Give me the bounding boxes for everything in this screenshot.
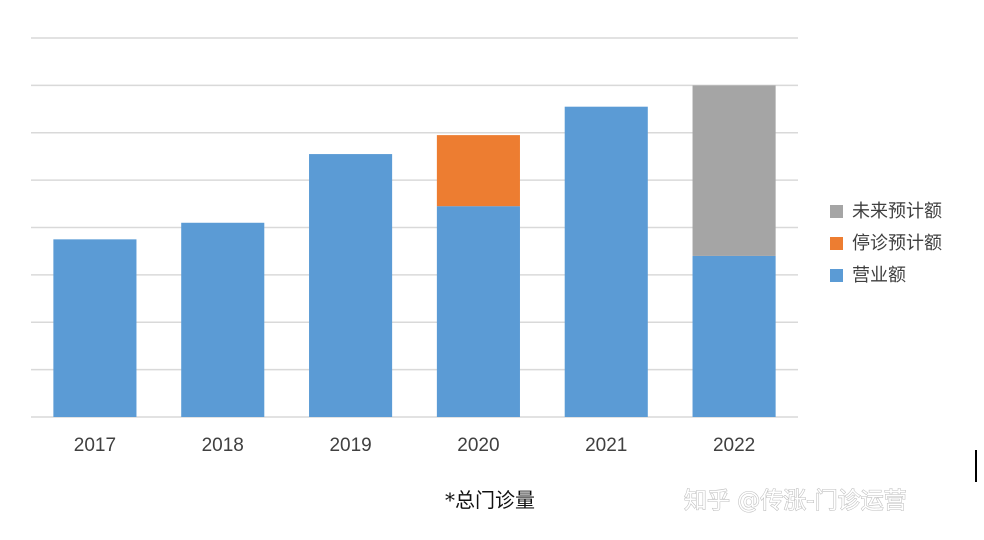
legend-label: 营业额 [852,265,906,286]
legend-swatch [830,269,843,282]
bars [53,85,776,417]
legend-label: 停诊预计额 [852,233,942,254]
bar-2022-未来预计额 [692,85,776,256]
x-tick-label: 2018 [202,435,244,456]
legend-label: 未来预计额 [852,201,942,222]
gridlines [31,37,798,418]
legend-swatch [830,237,843,250]
bar-2018-营业额 [181,222,265,417]
bar-2022-营业额 [692,255,776,417]
x-tick-label: 2020 [457,435,499,456]
x-tick-label: 2021 [585,435,627,456]
bar-2019-营业额 [309,154,393,417]
watermark-text: 知乎 @传涨-门诊运营 [684,488,907,514]
bar-2020-营业额 [436,206,520,417]
bar-2017-营业额 [53,239,137,417]
bar-2021-营业额 [564,106,648,417]
x-tick-label: 2017 [74,435,116,456]
x-axis-ticks: 2017 2018 2019 2020 2021 2022 [74,435,755,456]
x-tick-label: 2022 [713,435,755,456]
chart-footnote: *总门诊量 [445,488,535,512]
bar-2020-停诊预计额 [436,135,520,207]
legend-swatch [830,205,843,218]
x-tick-label: 2019 [329,435,371,456]
